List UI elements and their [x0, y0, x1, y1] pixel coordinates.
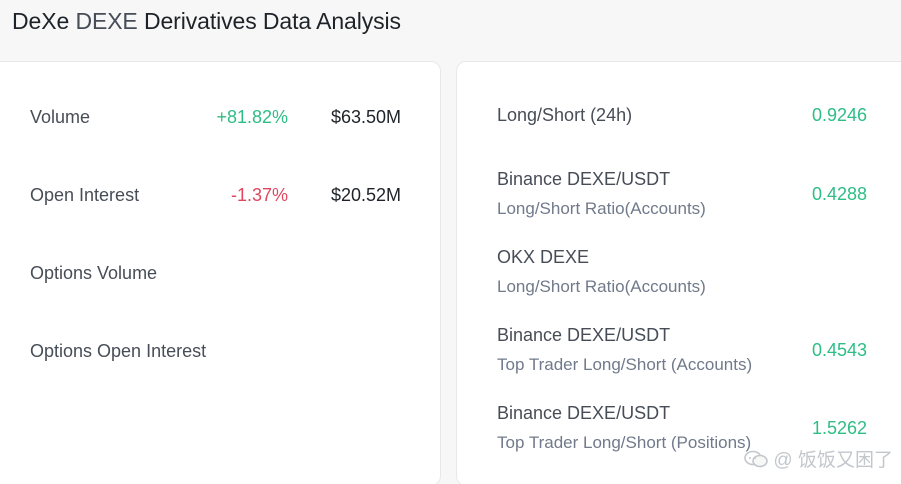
- chat-bubble-icon: [743, 449, 769, 469]
- binance-ls-accounts-exchange: Binance DEXE/USDT: [497, 169, 671, 189]
- title-ticker: DEXE: [75, 8, 138, 34]
- volume-label: Volume: [30, 107, 91, 127]
- options-volume-label: Options Volume: [30, 263, 158, 283]
- page-title: DeXe DEXE Derivatives Data Analysis: [12, 8, 401, 35]
- okx-ls-accounts-exchange: OKX DEXE: [497, 247, 590, 267]
- title-text: Derivatives Data Analysis: [143, 8, 401, 34]
- binance-top-trader-positions-exchange: Binance DEXE/USDT: [497, 403, 671, 423]
- options-open-interest-label: Options Open Interest: [30, 341, 207, 361]
- binance-ls-accounts-metric: Long/Short Ratio(Accounts): [497, 199, 706, 218]
- long-short-card: Long/Short (24h) 0.9246 Binance DEXE/USD…: [456, 61, 901, 484]
- binance-top-trader-positions-metric: Top Trader Long/Short (Positions): [497, 433, 752, 452]
- binance-top-trader-accounts-value: 0.4543: [811, 340, 867, 360]
- binance-top-trader-positions-value: 1.5262: [811, 418, 867, 438]
- open-interest-change: -1.37%: [230, 185, 288, 205]
- options-volume-row: Options Volume: [0, 253, 440, 293]
- long-short-24h-value: 0.9246: [811, 105, 867, 125]
- open-interest-label: Open Interest: [30, 185, 140, 205]
- volume-row: Volume +81.82% $63.50M: [0, 97, 440, 137]
- binance-top-trader-accounts-exchange: Binance DEXE/USDT: [497, 325, 671, 345]
- long-short-24h-label: Long/Short (24h): [497, 105, 633, 125]
- binance-top-trader-accounts-metric: Top Trader Long/Short (Accounts): [497, 355, 753, 374]
- open-interest-row: Open Interest -1.37% $20.52M: [0, 175, 440, 215]
- volume-change: +81.82%: [216, 107, 288, 127]
- okx-ls-accounts-metric: Long/Short Ratio(Accounts): [497, 277, 706, 296]
- open-interest-amount: $20.52M: [330, 185, 401, 205]
- title-brand: DeXe: [12, 8, 70, 34]
- binance-ls-accounts-value: 0.4288: [811, 184, 867, 204]
- watermark: @ 饭饭又困了: [743, 445, 893, 472]
- options-open-interest-row: Options Open Interest: [0, 331, 440, 371]
- market-stats-card: Volume +81.82% $63.50M Open Interest -1.…: [0, 61, 441, 484]
- volume-amount: $63.50M: [330, 107, 401, 127]
- watermark-text: @ 饭饭又困了: [773, 450, 893, 471]
